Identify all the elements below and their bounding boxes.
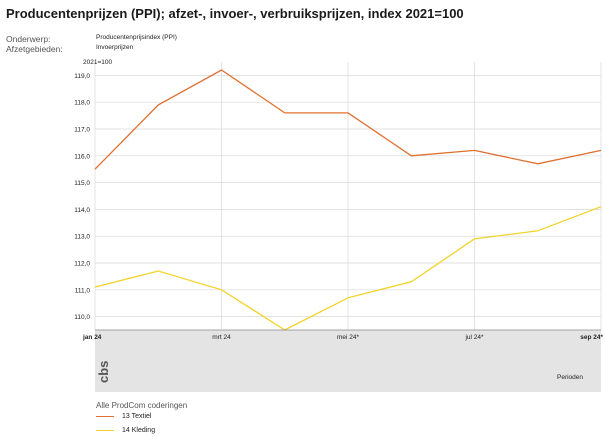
y-tick-label: 112,0	[74, 261, 90, 268]
cbs-logo: cbs	[96, 361, 111, 383]
afzetgebieden-label: Afzetgebieden:	[6, 44, 63, 54]
y-tick-label: 117,0	[74, 127, 90, 134]
y-tick-label: 110,0	[74, 314, 90, 321]
x-axis-band	[95, 330, 601, 392]
series-line-kleding	[94, 206, 602, 331]
x-axis-title: Perioden	[557, 374, 583, 381]
x-tick-label: jul 24*	[464, 334, 484, 341]
series-line-textiel	[94, 69, 602, 170]
legend-swatch-kleding	[96, 429, 114, 431]
legend-item-kleding[interactable]: 14 Kleding	[96, 427, 155, 434]
afzetgebieden-value: Invoerprijzen	[96, 44, 134, 51]
x-tick-label: sep 24*	[580, 334, 603, 341]
y-tick-label: 111,0	[75, 287, 91, 294]
legend-item-textiel[interactable]: 13 Textiel	[96, 413, 151, 420]
y-axis-label: 2021=100	[83, 59, 112, 66]
y-tick-label: 115,0	[74, 180, 90, 187]
legend-label-kleding: 14 Kleding	[122, 427, 156, 434]
x-tick-labels: jan 24 mrt 24 mei 24* jul 24* sep 24*	[82, 334, 603, 341]
x-tick-label: mrt 24	[212, 334, 231, 341]
gridlines	[94, 62, 602, 330]
x-tick-label: jan 24	[82, 334, 102, 341]
y-tick-label: 118,0	[74, 100, 90, 107]
y-tick-label: 119,0	[74, 73, 90, 80]
legend-label-textiel: 13 Textiel	[122, 413, 152, 420]
x-tick-label: mei 24*	[337, 334, 360, 341]
legend-swatch-textiel	[96, 415, 114, 417]
y-tick-label: 116,0	[74, 153, 90, 160]
page-title: Producentenprijzen (PPI); afzet-, invoer…	[6, 6, 464, 21]
onderwerp-label: Onderwerp:	[6, 34, 51, 44]
series-lines	[94, 69, 602, 331]
y-tick-label: 113,0	[74, 234, 90, 241]
onderwerp-value: Producentenprijsindex (PPI)	[96, 34, 177, 41]
legend-title: Alle ProdCom coderingen	[96, 401, 188, 410]
y-tick-label: 114,0	[74, 207, 90, 214]
cbs-logo-text: cbs	[96, 361, 111, 383]
y-tick-labels: 110,0 111,0 112,0 113,0 114,0 115,0 116,0 117,0…	[74, 73, 90, 321]
